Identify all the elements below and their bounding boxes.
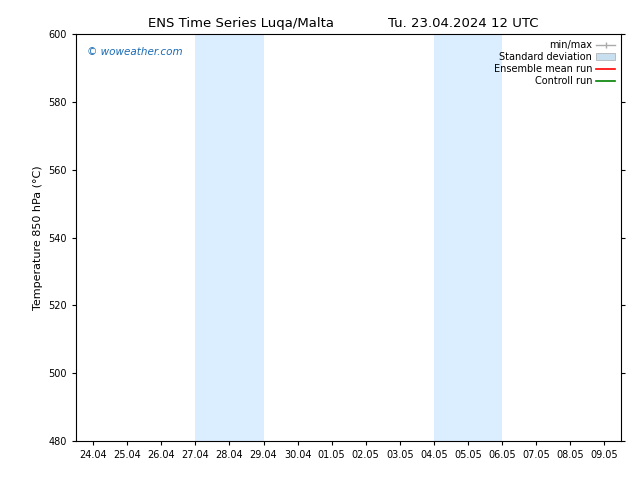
Bar — [434, 34, 502, 441]
Text: ENS Time Series Luqa/Malta: ENS Time Series Luqa/Malta — [148, 17, 334, 30]
Y-axis label: Temperature 850 hPa (°C): Temperature 850 hPa (°C) — [33, 165, 43, 310]
Legend: min/max, Standard deviation, Ensemble mean run, Controll run: min/max, Standard deviation, Ensemble me… — [489, 36, 619, 90]
Bar — [195, 34, 264, 441]
Text: Tu. 23.04.2024 12 UTC: Tu. 23.04.2024 12 UTC — [387, 17, 538, 30]
Text: © woweather.com: © woweather.com — [87, 47, 183, 56]
